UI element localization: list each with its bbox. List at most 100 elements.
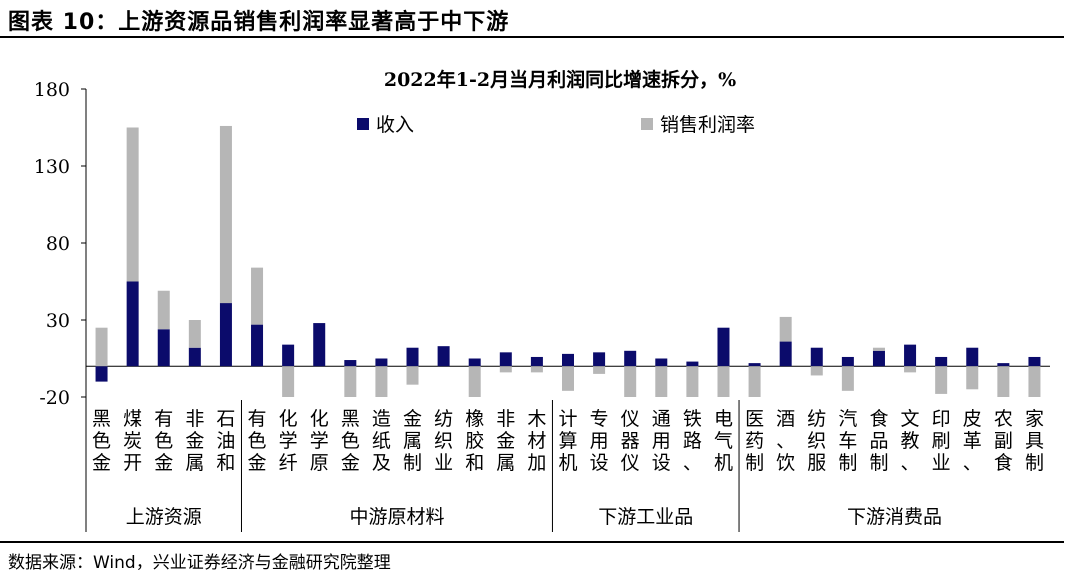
x-tick-label: 汽车制 <box>838 408 857 474</box>
x-tick-label: 铁路、 <box>683 408 702 474</box>
bar-margin <box>935 366 948 394</box>
bar-margin <box>1028 366 1041 397</box>
bar-revenue <box>95 366 108 382</box>
bar-margin <box>375 366 388 397</box>
bar-margin <box>717 366 730 397</box>
x-tick-label: 印刷业 <box>932 408 951 474</box>
bar-margin <box>841 366 854 391</box>
bar-margin <box>810 366 823 376</box>
bars-layer <box>95 125 1041 397</box>
labels-layer: 1801308030-20黑色金煤炭开有色金非金属石油和有色金化学纤化学原黑色金… <box>34 79 1044 528</box>
bar-margin <box>686 366 699 397</box>
bar-margin <box>499 366 512 373</box>
bar-margin <box>997 366 1010 397</box>
figure-title: 图表 10：上游资源品销售利润率显著高于中下游 <box>8 10 510 35</box>
bar-margin <box>468 366 481 397</box>
bar-revenue <box>1028 356 1041 367</box>
bar-revenue <box>468 358 481 367</box>
bar-revenue <box>406 347 419 367</box>
x-tick-label: 黑色金 <box>92 408 111 474</box>
x-tick-label: 专用设 <box>590 408 609 474</box>
bar-margin <box>126 127 139 282</box>
x-tick-label: 橡胶和 <box>465 408 484 474</box>
bar-revenue <box>810 347 823 367</box>
y-tick-label: -20 <box>39 387 70 409</box>
bar-margin <box>562 366 574 391</box>
x-tick-label: 黑色金 <box>341 408 360 474</box>
x-tick-label: 农副食 <box>994 408 1013 474</box>
bar-revenue <box>562 353 574 367</box>
bar-margin <box>344 366 357 397</box>
y-tick-label: 30 <box>46 310 70 332</box>
bar-margin <box>748 366 761 397</box>
bar-revenue <box>624 350 637 367</box>
x-tick-label: 化学纤 <box>279 408 298 474</box>
bar-revenue <box>841 356 854 367</box>
bar-revenue <box>437 346 450 367</box>
x-tick-label: 非金属 <box>185 408 204 474</box>
chart-title: 2022年1-2月当月利润同比增速拆分，% <box>384 68 736 91</box>
bar-revenue <box>748 363 761 367</box>
legend-label-margin: 销售利润率 <box>660 114 755 136</box>
bar-revenue <box>188 347 201 367</box>
group-label: 下游消费品 <box>847 506 942 528</box>
legend-swatch-revenue <box>357 118 369 130</box>
x-tick-label: 纺织服 <box>807 408 826 474</box>
x-tick-label: 非金属 <box>496 408 515 474</box>
x-tick-label: 酒、饮 <box>776 408 795 474</box>
source-note: 数据来源：Wind，兴业证券经济与金融研究院整理 <box>8 553 391 573</box>
bar-margin <box>251 267 264 325</box>
bar-margin <box>655 366 668 397</box>
legend-label-revenue: 收入 <box>376 114 414 136</box>
y-tick-label: 130 <box>34 156 70 178</box>
bar-revenue <box>717 327 730 367</box>
bar-revenue <box>344 360 357 367</box>
x-tick-label: 电气机 <box>714 408 733 474</box>
bar-margin <box>188 320 201 348</box>
group-label: 中游原材料 <box>349 506 444 528</box>
legend-swatch-margin <box>641 118 653 130</box>
x-tick-label: 仪器仪 <box>621 408 640 474</box>
x-tick-label: 化学原 <box>310 408 329 474</box>
bar-margin <box>624 366 637 397</box>
bar-margin <box>593 366 606 374</box>
bar-revenue <box>282 344 295 367</box>
bar-margin <box>904 366 917 373</box>
x-tick-label: 纺织业 <box>434 408 453 474</box>
x-tick-label: 煤炭开 <box>123 408 142 474</box>
x-tick-label: 木材加 <box>527 408 546 474</box>
bar-margin <box>779 316 792 342</box>
legend: 收入 销售利润率 <box>357 114 755 136</box>
bar-margin <box>530 366 543 373</box>
x-tick-label: 食品制 <box>869 408 888 474</box>
bar-revenue <box>251 324 264 367</box>
group-label: 上游资源 <box>126 506 202 528</box>
x-tick-label: 医药制 <box>745 408 764 474</box>
bar-revenue <box>499 352 512 367</box>
bar-revenue <box>375 358 388 367</box>
bar-revenue <box>997 363 1010 367</box>
bar-margin <box>282 366 295 397</box>
bar-revenue <box>219 303 232 367</box>
x-tick-label: 文教、 <box>901 408 920 474</box>
x-tick-label: 有色金 <box>154 408 173 474</box>
bar-revenue <box>157 329 170 367</box>
bar-margin <box>406 366 419 385</box>
group-label: 下游工业品 <box>598 506 693 528</box>
x-tick-label: 石油和 <box>216 408 235 474</box>
bar-revenue <box>779 341 792 367</box>
bar-revenue <box>966 347 979 367</box>
bar-revenue <box>126 281 139 367</box>
bar-revenue <box>655 358 668 367</box>
bar-margin <box>966 366 979 390</box>
bar-revenue <box>686 361 699 367</box>
x-tick-label: 计算机 <box>558 408 577 474</box>
bottom-rule <box>0 541 1064 543</box>
y-tick-label: 180 <box>34 79 70 101</box>
bar-margin <box>157 290 170 330</box>
x-tick-label: 造纸及 <box>372 408 391 474</box>
bar-revenue <box>313 323 326 367</box>
bar-revenue <box>530 356 543 367</box>
bar-revenue <box>872 350 885 367</box>
